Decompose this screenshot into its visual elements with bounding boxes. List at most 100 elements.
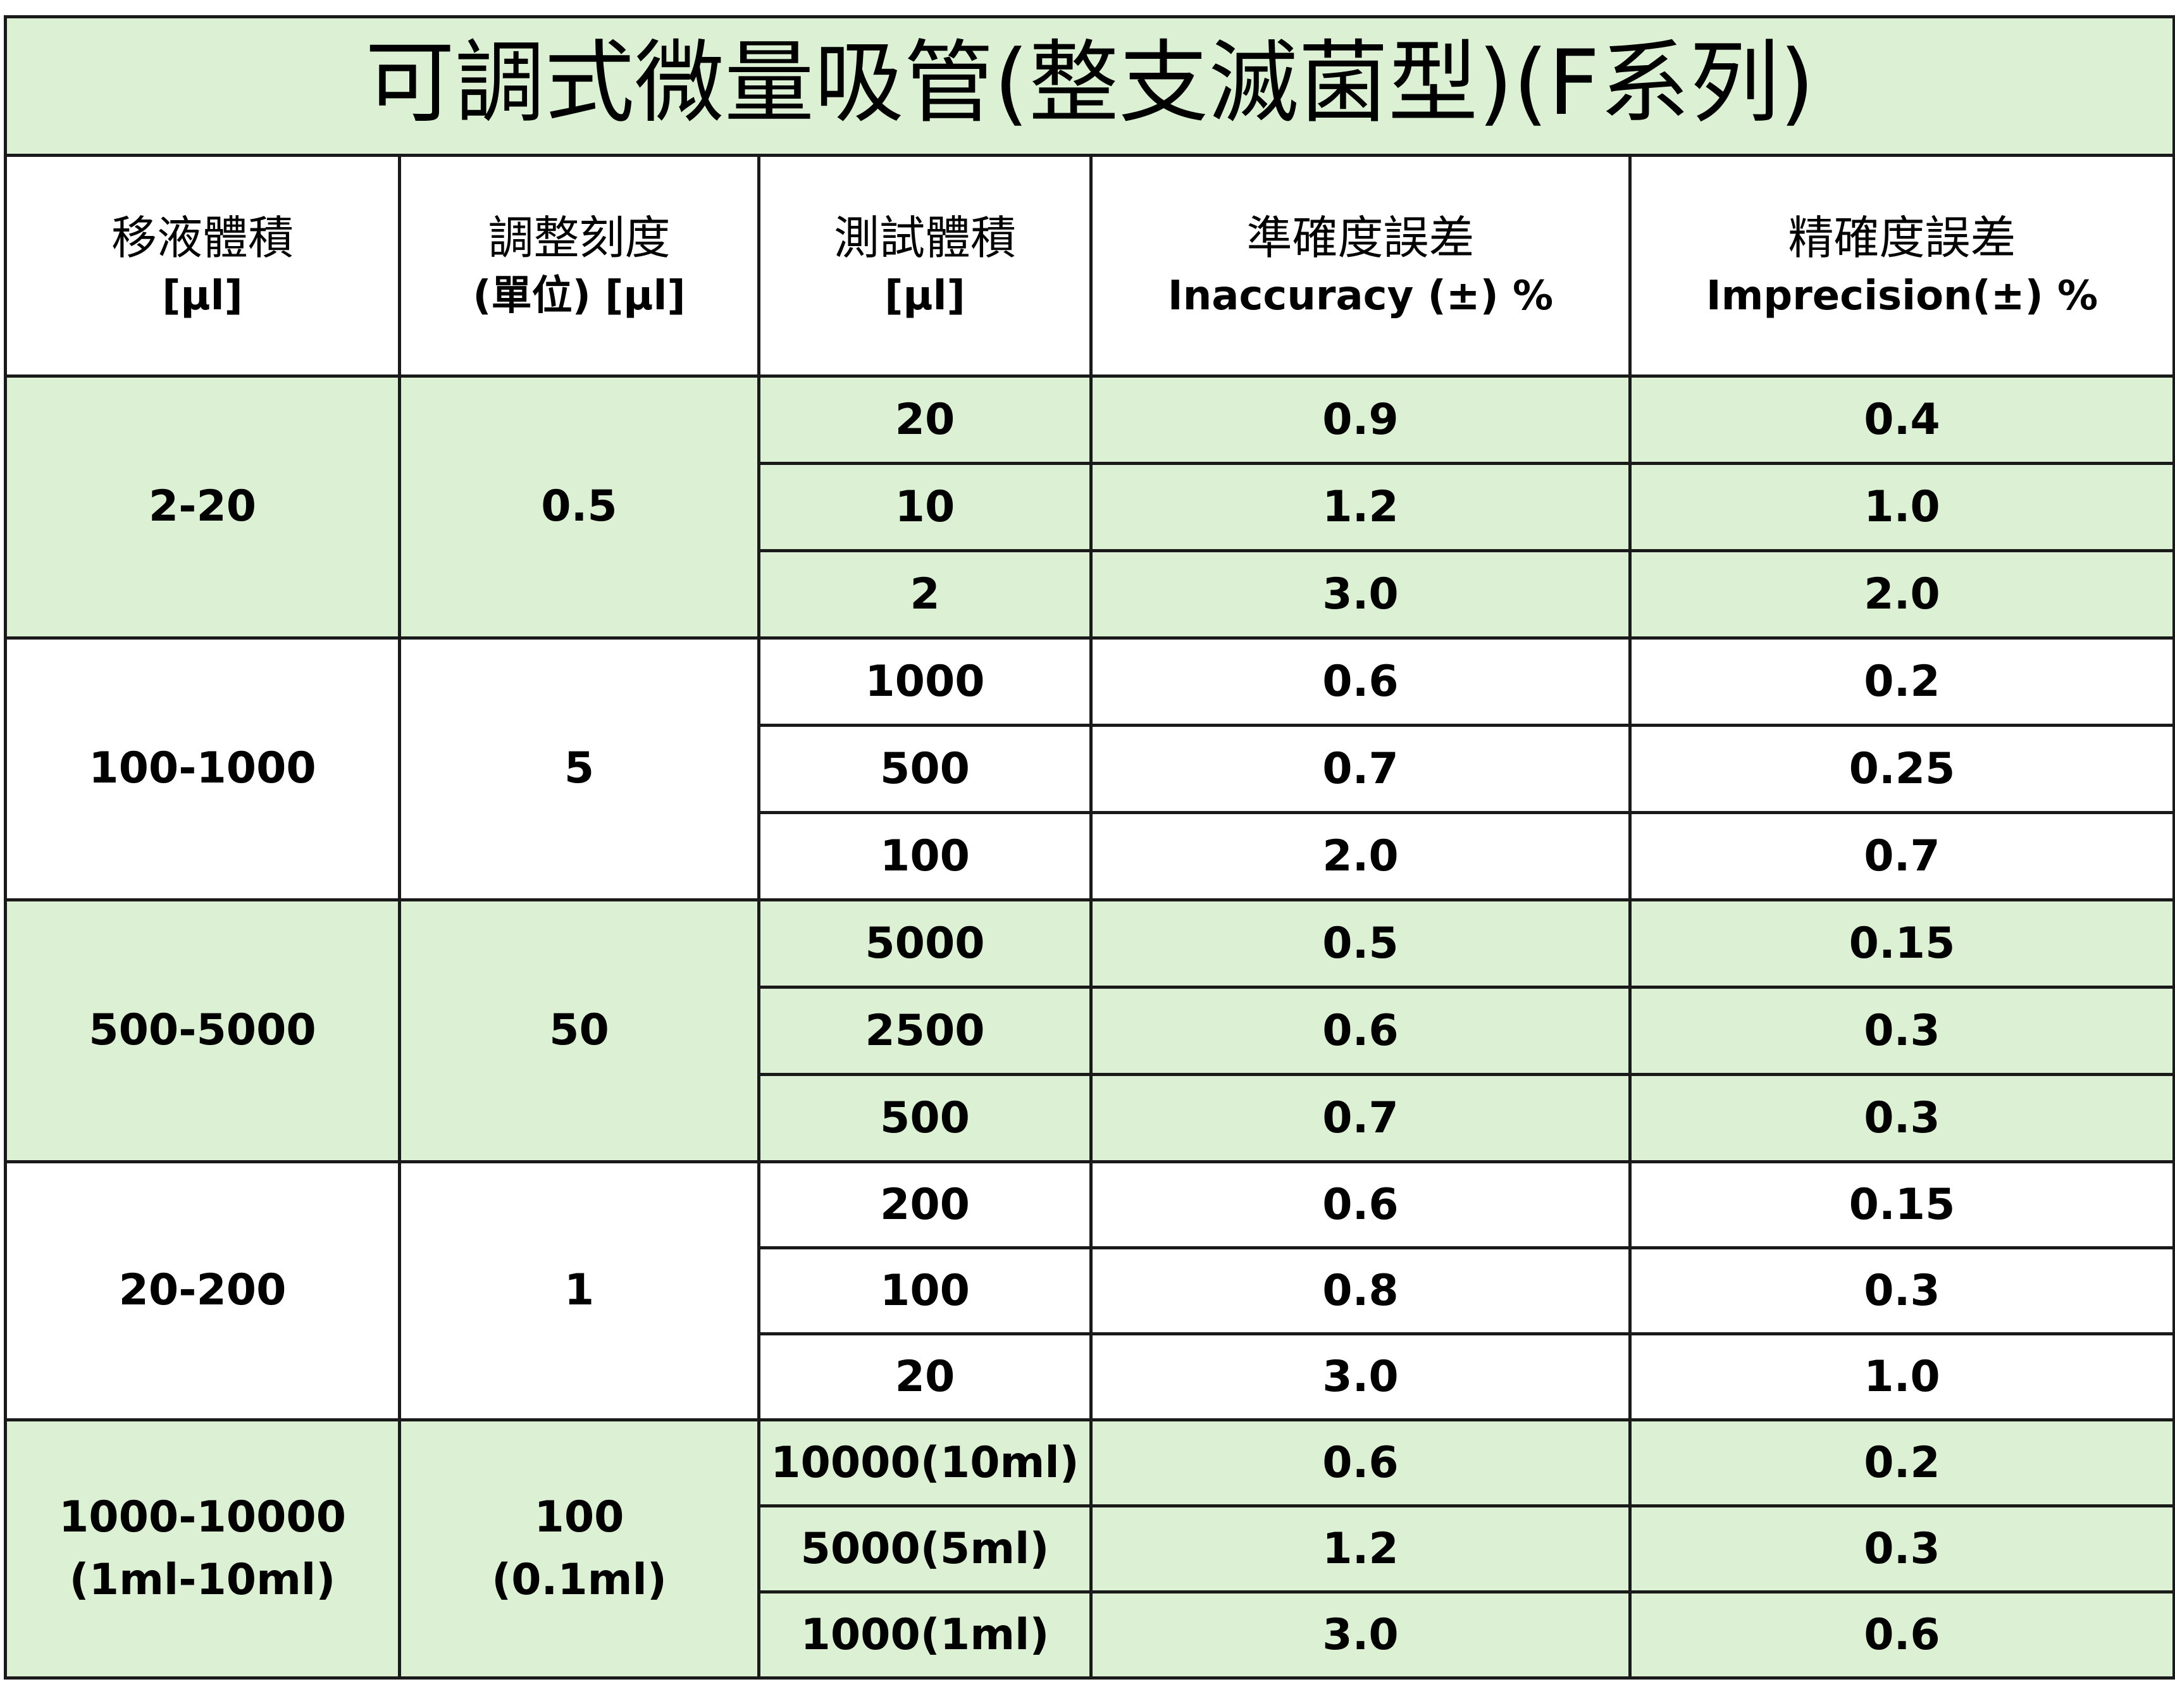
inaccuracy-cell: 0.9 <box>1089 374 1632 465</box>
test-volume-cell: 1000(1ml) <box>757 1590 1093 1680</box>
inaccuracy-cell: 0.7 <box>1089 724 1632 814</box>
scale-value: 50 <box>549 1005 609 1056</box>
imprecision-cell: 0.3 <box>1628 1504 2175 1594</box>
scale-cell: 50 <box>398 898 760 1163</box>
table-row: 500-5000 50 5000 0.5 0.15 <box>4 898 2175 1163</box>
test-volume-cell: 2500 <box>757 986 1093 1076</box>
table-row: 5000(5ml) 1.2 0.3 <box>6 1504 2175 1594</box>
scale-value-ml: (0.1ml) <box>492 1554 667 1605</box>
test-volume-cell: 20 <box>757 374 1093 465</box>
pipette-spec-table: 可調式微量吸管(整支滅菌型)(F系列) 移液體積 [μl] 調整刻度 (單位) … <box>3 15 2175 1680</box>
imprecision-cell: 0.15 <box>1628 1160 2175 1249</box>
inaccuracy-cell: 1.2 <box>1089 462 1632 552</box>
header-unit: [μl] <box>884 273 965 320</box>
test-volume-cell: 5000(5ml) <box>757 1504 1093 1594</box>
table-title: 可調式微量吸管(整支滅菌型)(F系列) <box>3 15 2175 157</box>
scale-cell: 5 <box>398 636 760 901</box>
test-volume-cell: 1000 <box>757 636 1093 727</box>
scale-value: 5 <box>564 743 595 794</box>
inaccuracy-cell: 0.7 <box>1089 1073 1632 1163</box>
table-row: 1000-10000 (1ml-10ml) 100 (0.1ml) 10000(10ml… <box>4 1418 2175 1680</box>
volume-range: 500-5000 <box>89 1005 316 1056</box>
header-unit: (單位) [μl] <box>473 273 686 320</box>
imprecision-cell: 2.0 <box>1628 549 2175 640</box>
volume-range: 100-1000 <box>89 743 316 794</box>
volume-range-cell: 1000-10000 (1ml-10ml) <box>4 1418 401 1680</box>
test-volume-cell: 5000 <box>757 898 1093 989</box>
volume-range-cell: 2-20 <box>4 374 401 640</box>
inaccuracy-cell: 0.5 <box>1089 898 1632 989</box>
header-test-volume: 測試體積 [μl] <box>757 154 1093 378</box>
header-inaccuracy: 準確度誤差 Inaccuracy (±) % <box>1089 154 1632 378</box>
table-row: 2 3.0 2.0 <box>6 549 2175 640</box>
scale-cell: 1 <box>398 1160 760 1421</box>
scale-value: 0.5 <box>541 481 617 532</box>
inaccuracy-cell: 2.0 <box>1089 811 1632 901</box>
test-volume-cell: 10000(10ml) <box>757 1418 1093 1507</box>
test-volume-cell: 100 <box>757 1246 1093 1335</box>
inaccuracy-cell: 1.2 <box>1089 1504 1632 1594</box>
table-row: 500 0.7 0.3 <box>6 1073 2175 1163</box>
header-en: Inaccuracy (±) % <box>1167 273 1554 320</box>
inaccuracy-cell: 0.6 <box>1089 1160 1632 1249</box>
imprecision-cell: 0.6 <box>1628 1590 2175 1680</box>
inaccuracy-cell: 0.6 <box>1089 636 1632 727</box>
table-row: 500 0.7 0.25 <box>6 724 2175 814</box>
header-cn: 調整刻度 <box>488 211 671 265</box>
header-cn: 準確度誤差 <box>1246 211 1475 265</box>
title-row: 可調式微量吸管(整支滅菌型)(F系列) <box>3 15 2175 157</box>
table-row: 10 1.2 1.0 <box>6 462 2175 552</box>
volume-range: 2-20 <box>148 481 257 532</box>
test-volume-cell: 20 <box>757 1332 1093 1421</box>
imprecision-cell: 1.0 <box>1628 462 2175 552</box>
inaccuracy-cell: 3.0 <box>1089 1590 1632 1680</box>
table-row: 2-20 0.5 20 0.9 0.4 <box>4 374 2175 640</box>
table-row: 1000(1ml) 3.0 0.6 <box>6 1590 2175 1680</box>
scale-cell: 100 (0.1ml) <box>398 1418 760 1680</box>
test-volume-cell: 2 <box>757 549 1093 640</box>
header-scale: 調整刻度 (單位) [μl] <box>398 154 760 378</box>
volume-range-cell: 500-5000 <box>4 898 401 1163</box>
volume-range-cell: 20-200 <box>4 1160 401 1421</box>
header-cn: 精確度誤差 <box>1788 211 2016 265</box>
volume-range-cell: 100-1000 <box>4 636 401 901</box>
test-volume-cell: 100 <box>757 811 1093 901</box>
header-imprecision: 精確度誤差 Imprecision(±) % <box>1628 154 2175 378</box>
imprecision-cell: 1.0 <box>1628 1332 2175 1421</box>
imprecision-cell: 0.2 <box>1628 636 2175 727</box>
table-row: 100 2.0 0.7 <box>6 811 2175 901</box>
imprecision-cell: 0.3 <box>1628 1073 2175 1163</box>
table-row: 100 0.8 0.3 <box>6 1246 2175 1335</box>
table-row: 2500 0.6 0.3 <box>6 986 2175 1076</box>
scale-value: 100 <box>534 1492 624 1542</box>
header-cn: 移液體積 <box>111 211 294 265</box>
inaccuracy-cell: 0.6 <box>1089 1418 1632 1507</box>
scale-cell: 0.5 <box>398 374 760 640</box>
imprecision-cell: 0.25 <box>1628 724 2175 814</box>
imprecision-cell: 0.2 <box>1628 1418 2175 1507</box>
test-volume-cell: 500 <box>757 724 1093 814</box>
imprecision-cell: 0.15 <box>1628 898 2175 989</box>
imprecision-cell: 0.3 <box>1628 986 2175 1076</box>
test-volume-cell: 500 <box>757 1073 1093 1163</box>
imprecision-cell: 0.7 <box>1628 811 2175 901</box>
volume-range: 1000-10000 <box>58 1492 347 1542</box>
test-volume-cell: 200 <box>757 1160 1093 1249</box>
header-cn: 測試體積 <box>833 211 1016 265</box>
volume-range: 20-200 <box>118 1265 287 1316</box>
inaccuracy-cell: 3.0 <box>1089 1332 1632 1421</box>
volume-range-ml: (1ml-10ml) <box>69 1554 336 1605</box>
scale-value: 1 <box>564 1265 595 1316</box>
header-row: 移液體積 [μl] 調整刻度 (單位) [μl] 測試體積 [μl] 準確度誤差… <box>4 154 2175 378</box>
test-volume-cell: 10 <box>757 462 1093 552</box>
header-unit: [μl] <box>162 273 243 320</box>
table-title-text: 可調式微量吸管(整支滅菌型)(F系列) <box>364 31 1815 135</box>
imprecision-cell: 0.4 <box>1628 374 2175 465</box>
inaccuracy-cell: 0.8 <box>1089 1246 1632 1335</box>
header-volume-range: 移液體積 [μl] <box>4 154 401 378</box>
imprecision-cell: 0.3 <box>1628 1246 2175 1335</box>
header-en: Imprecision(±) % <box>1706 273 2098 320</box>
table-row: 20-200 1 200 0.6 0.15 <box>4 1160 2175 1421</box>
table-row: 100-1000 5 1000 0.6 0.2 <box>4 636 2175 901</box>
